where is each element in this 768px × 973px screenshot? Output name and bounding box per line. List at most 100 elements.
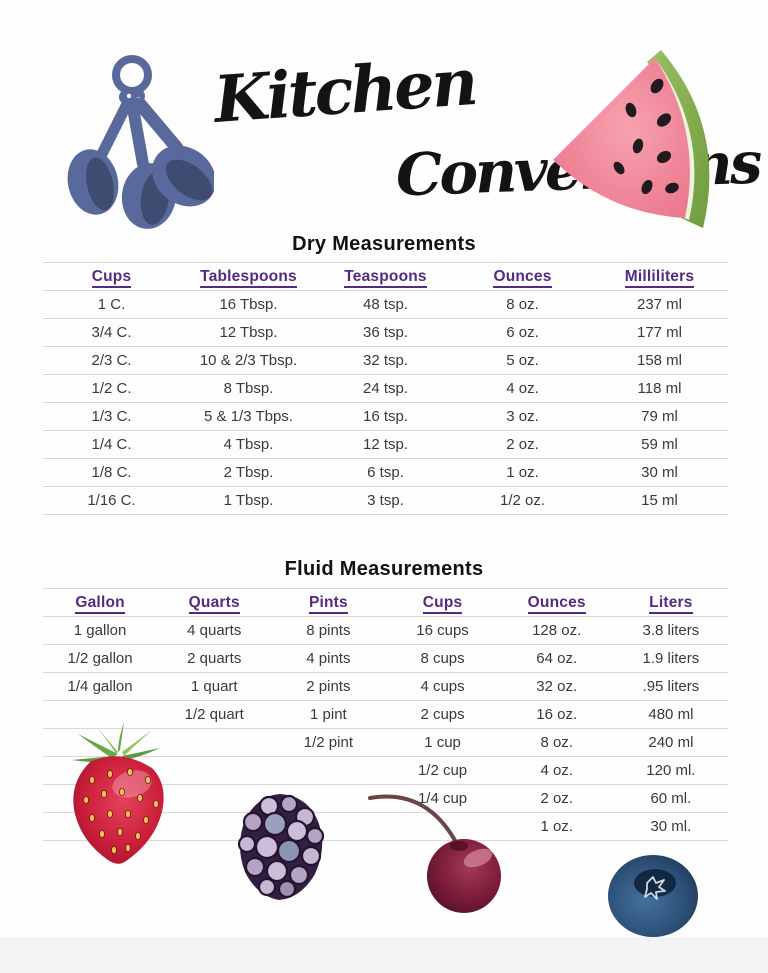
- dry-measurements-table: Cups Tablespoons Teaspoons Ounces Milliliter…: [43, 262, 728, 515]
- watermelon-slice-illustration: [553, 50, 710, 228]
- table-cell: 59 ml: [591, 430, 728, 459]
- table-cell: 30 ml: [591, 458, 728, 487]
- table-cell: 237 ml: [591, 290, 728, 319]
- table-cell: 2/3 C.: [43, 346, 180, 375]
- table-cell: 1 oz.: [499, 812, 614, 841]
- table-cell: 4 quarts: [157, 616, 272, 645]
- strawberry-seeds: [83, 768, 159, 855]
- table-row: 1 gallon 4 quarts 8 pints 16 cups 128 oz. 3.8…: [43, 616, 728, 645]
- spoon-left: [67, 100, 132, 215]
- table-cell: 1/4 gallon: [43, 672, 158, 701]
- table-cell: 3 oz.: [454, 402, 591, 431]
- table-cell: 1/2 pint: [271, 728, 386, 757]
- column-header: Ounces: [454, 262, 591, 291]
- table-cell: 4 cups: [385, 672, 500, 701]
- table-cell: 8 Tbsp.: [180, 374, 317, 403]
- table-cell: 1/8 C.: [43, 458, 180, 487]
- table-row: 1/2 pint 1 cup 8 oz. 240 ml: [43, 728, 728, 757]
- table-cell: 5 & 1/3 Tbps.: [180, 402, 317, 431]
- table-cell: 8 oz.: [454, 290, 591, 319]
- table-cell: [157, 784, 272, 813]
- dry-table-title: Dry Measurements: [292, 233, 476, 255]
- table-cell: [385, 812, 500, 841]
- table-cell: [157, 728, 272, 757]
- column-header: Ounces: [499, 588, 614, 617]
- table-row: 1 C. 16 Tbsp. 48 tsp. 8 oz. 237 ml: [43, 290, 728, 319]
- table-row: 1/8 C. 2 Tbsp. 6 tsp. 1 oz. 30 ml: [43, 458, 728, 487]
- table-cell: 1 oz.: [454, 458, 591, 487]
- fluid-table-title: Fluid Measurements: [284, 558, 484, 580]
- table-cell: 16 cups: [385, 616, 500, 645]
- table-cell: 6 oz.: [454, 318, 591, 347]
- column-header: Cups: [43, 262, 180, 291]
- table-row: 3/4 C. 12 Tbsp. 36 tsp. 6 oz. 177 ml: [43, 318, 728, 347]
- table-cell: 177 ml: [591, 318, 728, 347]
- table-cell: 4 oz.: [499, 756, 614, 785]
- table-cell: 1/16 C.: [43, 486, 180, 515]
- table-cell: 24 tsp.: [317, 374, 454, 403]
- table-cell: 120 ml.: [613, 756, 728, 785]
- table-cell: 60 ml.: [613, 784, 728, 813]
- table-cell: [157, 756, 272, 785]
- blackberry-drupelets: [237, 794, 325, 899]
- table-cell: 1 pint: [271, 700, 386, 729]
- table-cell: 2 Tbsp.: [180, 458, 317, 487]
- table-cell: 3/4 C.: [43, 318, 180, 347]
- table-cell: 16 oz.: [499, 700, 614, 729]
- table-cell: [43, 700, 158, 729]
- dry-table-header-row: Cups Tablespoons Teaspoons Ounces Milliliter…: [43, 262, 728, 291]
- table-cell: 3.8 liters: [613, 616, 728, 645]
- column-header: Quarts: [157, 588, 272, 617]
- table-row: 1/16 C. 1 Tbsp. 3 tsp. 1/2 oz. 15 ml: [43, 486, 728, 515]
- watermelon-seeds: [613, 78, 679, 195]
- table-cell: 12 Tbsp.: [180, 318, 317, 347]
- measuring-spoons-illustration: [67, 55, 214, 229]
- blueberry-calyx-star: [644, 876, 666, 900]
- fluid-table-header-row: Gallon Quarts Pints Cups Ounces Liters: [43, 588, 728, 617]
- table-cell: 4 oz.: [454, 374, 591, 403]
- cherry-illustration: [368, 794, 501, 913]
- table-cell: 16 tsp.: [317, 402, 454, 431]
- table-cell: 36 tsp.: [317, 318, 454, 347]
- column-header: Pints: [271, 588, 386, 617]
- table-row: 1/3 C. 5 & 1/3 Tbps. 16 tsp. 3 oz. 79 ml: [43, 402, 728, 431]
- table-cell: 1/2 quart: [157, 700, 272, 729]
- strawberry-illustration: [72, 722, 164, 864]
- column-header: Teaspoons: [317, 262, 454, 291]
- table-cell: 4 pints: [271, 644, 386, 673]
- table-cell: .95 liters: [613, 672, 728, 701]
- blueberry-illustration: [608, 855, 698, 937]
- table-cell: 3 tsp.: [317, 486, 454, 515]
- table-cell: 1/2 gallon: [43, 644, 158, 673]
- table-cell: 240 ml: [613, 728, 728, 757]
- column-header: Cups: [385, 588, 500, 617]
- table-cell: 2 oz.: [454, 430, 591, 459]
- table-cell: 2 cups: [385, 700, 500, 729]
- table-cell: 1 quart: [157, 672, 272, 701]
- table-cell: 79 ml: [591, 402, 728, 431]
- table-row: 1/2 quart 1 pint 2 cups 16 oz. 480 ml: [43, 700, 728, 729]
- table-cell: 1 C.: [43, 290, 180, 319]
- table-cell: 1 cup: [385, 728, 500, 757]
- table-cell: 12 tsp.: [317, 430, 454, 459]
- table-cell: 15 ml: [591, 486, 728, 515]
- table-cell: 8 cups: [385, 644, 500, 673]
- table-cell: 2 pints: [271, 672, 386, 701]
- watermelon-flesh: [553, 58, 690, 218]
- table-cell: 480 ml: [613, 700, 728, 729]
- table-cell: 6 tsp.: [317, 458, 454, 487]
- table-cell: 2 oz.: [499, 784, 614, 813]
- strawberry-body: [73, 756, 164, 864]
- table-cell: 158 ml: [591, 346, 728, 375]
- cherry-highlight: [463, 848, 493, 868]
- table-cell: 16 Tbsp.: [180, 290, 317, 319]
- table-cell: 32 tsp.: [317, 346, 454, 375]
- table-cell: 10 & 2/3 Tbsp.: [180, 346, 317, 375]
- table-cell: [271, 756, 386, 785]
- table-cell: 1/2 C.: [43, 374, 180, 403]
- table-row: 1/2 C. 8 Tbsp. 24 tsp. 4 oz. 118 ml: [43, 374, 728, 403]
- table-cell: 1/3 C.: [43, 402, 180, 431]
- table-cell: 4 Tbsp.: [180, 430, 317, 459]
- strawberry-leaves: [72, 722, 160, 762]
